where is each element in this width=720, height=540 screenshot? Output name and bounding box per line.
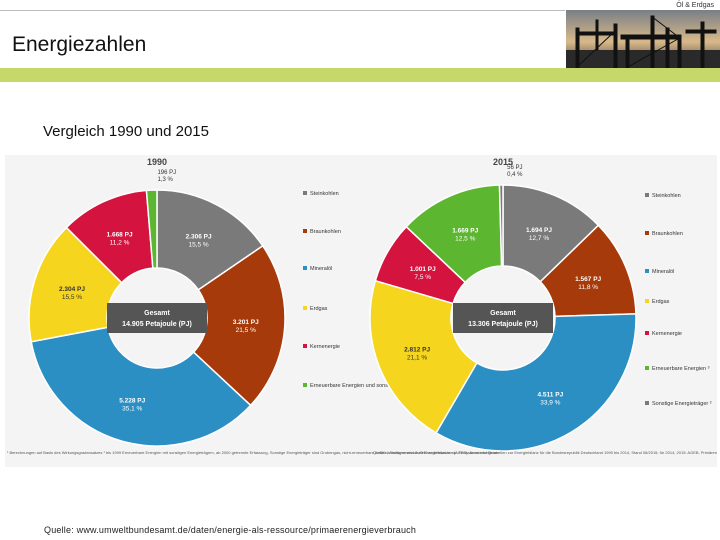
percent-label-0-5: 1,3 % [157,177,173,183]
legend-label-1-2: Mineralöl [652,269,674,275]
value-label-1-5: 1.669 PJ [452,228,478,235]
legend-label-0-0: Steinkohlen [310,191,339,197]
legend-label-0-3: Erdgas [310,306,328,312]
slice-0-0 [156,189,264,291]
value-label-0-1: 3.201 PJ [233,319,259,326]
percent-label-1-5: 12,5 % [455,236,475,243]
slice-0-2 [30,326,252,447]
value-label-1-6: 56 PJ [507,165,522,171]
value-label-0-3: 2.304 PJ [59,286,85,293]
legend-swatch-1-2 [645,269,649,273]
legend-swatch-1-4 [645,331,649,335]
value-label-0-0: 2.306 PJ [186,233,212,240]
value-label-0-4: 1.668 PJ [107,231,133,238]
percent-label-0-2: 35,1 % [122,405,142,412]
value-label-0-5: 196 PJ [157,170,176,176]
legend-label-0-4: Kernenergie [310,344,340,350]
slice-1-0 [502,184,600,283]
percent-label-0-1: 21,5 % [236,327,256,334]
legend-swatch-0-0 [303,191,307,195]
legend-swatch-1-5 [645,366,649,370]
header-photo [566,10,720,68]
legend-label-1-0: Steinkohlen [652,193,681,199]
percent-label-0-0: 15,5 % [188,241,208,248]
legend-swatch-1-3 [645,299,649,303]
value-label-1-4: 1.001 PJ [410,266,436,273]
header: Energiezahlen [0,10,720,70]
percent-label-1-3: 21,1 % [407,354,427,361]
legend-swatch-0-2 [303,266,307,270]
percent-label-1-4: 7,5 % [414,274,431,281]
slice-1-2 [435,313,637,452]
value-label-0-2: 5.228 PJ [119,397,145,404]
legend-swatch-1-6 [645,401,649,405]
chart-title-1: 2015 [493,157,513,167]
legend-label-1-4: Kernenergie [652,331,682,337]
value-label-1-2: 4.511 PJ [538,391,564,398]
legend-swatch-1-1 [645,231,649,235]
total-box-1 [453,303,553,333]
legend-swatch-0-3 [303,306,307,310]
offshore-platform-image [566,10,720,68]
percent-label-0-3: 15,5 % [62,294,82,301]
total-box-0 [107,303,207,333]
total-label-0: Gesamt [144,310,170,317]
total-value-1: 13.306 Petajoule (PJ) [468,321,538,328]
value-label-1-0: 1.694 PJ [526,227,552,234]
footnote-left: ¹ Berechnungen auf Basis des Wirkungsgra… [7,450,499,455]
percent-label-1-2: 33,9 % [540,399,560,406]
percent-label-0-4: 11,2 % [110,239,130,246]
legend-swatch-0-4 [303,344,307,348]
legend-swatch-0-1 [303,229,307,233]
percent-label-1-0: 12,7 % [529,235,549,242]
page-title: Energiezahlen [12,33,147,56]
legend-label-0-2: Mineralöl [310,266,332,272]
percent-label-1-6: 0,4 % [507,172,523,178]
chart-image: 1990 2.306 PJ 15,5 % 3.201 PJ 21,5 % 5.228 PJ… [5,155,720,467]
footnote-right: Quelle: Arbeitsgemeinschaft Energiebilan… [373,450,717,455]
legend-label-1-6: Sonstige Energieträger ² [652,401,712,407]
total-value-0: 14.905 Petajoule (PJ) [122,321,192,328]
source-text: Quelle: www.umweltbundesamt.de/daten/ene… [44,525,417,535]
slide-subtitle: Vergleich 1990 und 2015 [43,123,209,140]
legend-swatch-1-0 [645,193,649,197]
legend-label-0-1: Braunkohlen [310,229,341,235]
slice-1-3 [369,279,478,434]
slice-0-5 [145,189,158,269]
legend-swatch-0-5 [303,383,307,387]
legend-label-0-5: Erneuerbare Energien und sonstige Energi… [310,383,434,389]
title-box: Energiezahlen [0,10,565,70]
value-label-1-3: 2.812 PJ [404,346,430,353]
legend-label-1-3: Erdgas [652,299,670,305]
value-label-1-1: 1.567 PJ [575,276,601,283]
brand-label: Öl & Erdgas [676,2,714,9]
chart-title-0: 1990 [147,157,167,167]
slice-1-6 [498,184,504,267]
total-label-1: Gesamt [490,310,516,317]
accent-bar [0,68,720,82]
legend-label-1-1: Braunkohlen [652,231,683,237]
percent-label-1-1: 11,8 % [578,284,598,291]
legend-label-1-5: Erneuerbare Energien ³ [652,366,710,372]
